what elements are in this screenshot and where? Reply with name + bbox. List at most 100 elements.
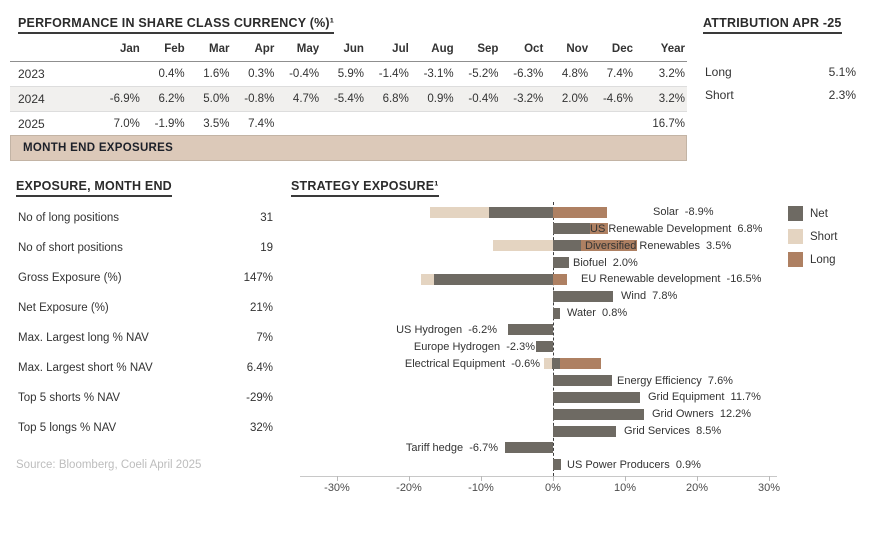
performance-table-header: Jan Feb Mar Apr May Jun Jul Aug Sep Oct Nov Dec Year — [10, 40, 687, 62]
column-header — [10, 40, 97, 62]
bar-segment-net — [504, 442, 553, 453]
table-cell: -3.1% — [410, 61, 456, 87]
bar-segment-long — [560, 358, 602, 369]
strategy-chart: -30% -20% -10% 0% 10% 20% 30% Solar -8.9% US Ren… — [300, 200, 780, 500]
table-cell — [590, 111, 635, 137]
exposure-value: 19 — [260, 242, 273, 254]
exposure-label: No of long positions — [18, 212, 120, 224]
year-label: 2024 — [10, 86, 97, 112]
performance-title: PERFORMANCE IN SHARE CLASS CURRENCY (%)¹ — [18, 16, 335, 34]
table-cell: -0.4% — [276, 61, 322, 87]
column-header: Nov — [545, 40, 591, 62]
column-header: Year — [635, 40, 687, 62]
x-axis-tick — [481, 476, 482, 481]
x-axis-tick-label: -20% — [396, 482, 422, 494]
exposure-table: No of long positions 31 No of short positi… — [10, 203, 282, 443]
table-cell — [545, 111, 591, 137]
exposure-value: 21% — [249, 302, 273, 314]
legend-label: Net — [810, 207, 828, 220]
table-cell: -1.4% — [365, 61, 411, 87]
table-cell: 3.2% — [635, 61, 687, 87]
table-cell: 5.0% — [186, 86, 232, 112]
exposure-label: Net Exposure (%) — [18, 302, 109, 314]
bar-segment-net — [553, 240, 582, 251]
table-cell: -0.8% — [231, 86, 277, 112]
column-header: Sep — [455, 40, 501, 62]
bar-segment-long — [581, 240, 638, 251]
table-cell: 0.4% — [141, 61, 187, 87]
bar-segment-short — [544, 358, 553, 369]
attribution-value: 5.1% — [828, 64, 856, 79]
exposure-value: -29% — [246, 392, 273, 404]
bar-label: Energy Efficiency 7.6% — [617, 375, 733, 387]
bar-segment-net — [553, 392, 641, 403]
performance-table: Jan Feb Mar Apr May Jun Jul Aug Sep Oct Nov Dec Year… — [10, 40, 687, 137]
exposure-row: No of short positions 19 — [10, 233, 282, 263]
bar-segment-net — [553, 426, 617, 437]
bar-segment-net — [553, 459, 561, 470]
bar-segment-net — [488, 207, 553, 218]
bar-label: US Power Producers 0.9% — [567, 459, 701, 471]
strategy-exposure-title: STRATEGY EXPOSURE¹ — [291, 179, 439, 197]
column-header: Aug — [410, 40, 456, 62]
table-cell — [410, 111, 456, 137]
column-header: Oct — [500, 40, 546, 62]
table-cell: 2.0% — [545, 86, 591, 112]
column-header: Jan — [97, 40, 142, 62]
bar-segment-net — [553, 375, 612, 386]
column-header: Jun — [321, 40, 366, 62]
bar-segment-net — [535, 341, 553, 352]
bar-label: EU Renewable development -16.5% — [581, 273, 762, 285]
table-cell: 3.2% — [635, 86, 687, 112]
table-cell — [365, 111, 411, 137]
exposure-value: 7% — [256, 332, 273, 344]
bar-label: Grid Equipment 11.7% — [648, 391, 761, 403]
exposure-label: Top 5 shorts % NAV — [18, 392, 121, 404]
bar-label: Europe Hydrogen -2.3% — [413, 341, 535, 353]
x-axis-tick-label: 30% — [757, 482, 781, 494]
exposure-label: No of short positions — [18, 242, 123, 254]
table-cell: 7.4% — [231, 111, 277, 137]
exposure-value: 147% — [243, 272, 273, 284]
bar-label: Wind 7.8% — [621, 290, 678, 302]
section-band-label: MONTH END EXPOSURES — [23, 142, 174, 154]
table-cell: 3.5% — [186, 111, 232, 137]
legend-item-short: Short — [788, 229, 838, 244]
table-cell: 1.6% — [186, 61, 232, 87]
performance-table-body: 2023 0.4% 1.6% 0.3% -0.4% 5.9% -1.4% -3.1% -5.2%… — [10, 61, 687, 137]
bar-segment-net — [553, 291, 613, 302]
bar-label: Water 0.8% — [567, 307, 628, 319]
bar-segment-net — [507, 324, 553, 335]
bar-label: Grid Services 8.5% — [624, 425, 722, 437]
table-cell: 4.8% — [545, 61, 591, 87]
x-axis-tick-label: -30% — [324, 482, 350, 494]
exposure-label: Gross Exposure (%) — [18, 272, 122, 284]
table-row: 2023 0.4% 1.6% 0.3% -0.4% 5.9% -1.4% -3.1% -5.2%… — [10, 61, 687, 87]
table-cell: -5.2% — [455, 61, 501, 87]
exposure-value: 6.4% — [246, 362, 273, 374]
table-cell: 0.3% — [231, 61, 277, 87]
table-cell: 6.2% — [141, 86, 187, 112]
attribution-row: Short 2.3% — [695, 83, 861, 106]
year-label: 2025 — [10, 111, 97, 137]
exposure-label: Max. Largest long % NAV — [18, 332, 149, 344]
exposure-row: Max. Largest long % NAV 7% — [10, 323, 282, 353]
zero-line — [553, 202, 554, 476]
column-header: Feb — [141, 40, 187, 62]
exposure-row: Net Exposure (%) 21% — [10, 293, 282, 323]
legend-swatch-short — [788, 229, 803, 244]
table-cell: -1.9% — [141, 111, 187, 137]
bar-label: US Renewable Development 6.8% — [590, 223, 763, 235]
exposure-row: No of long positions 31 — [10, 203, 282, 233]
table-cell: -0.4% — [455, 86, 501, 112]
bar-segment-short — [429, 207, 489, 218]
attribution-label: Long — [705, 64, 732, 79]
bar-segment-net — [553, 409, 644, 420]
exposure-value: 31 — [260, 212, 273, 224]
bar-segment-short — [421, 274, 435, 285]
x-axis-tick-label: -10% — [468, 482, 494, 494]
column-header: Mar — [186, 40, 232, 62]
bar-label: Diversified Renewables 3.5% — [585, 240, 732, 252]
section-band: MONTH END EXPOSURES — [10, 135, 687, 161]
column-header: Apr — [231, 40, 277, 62]
